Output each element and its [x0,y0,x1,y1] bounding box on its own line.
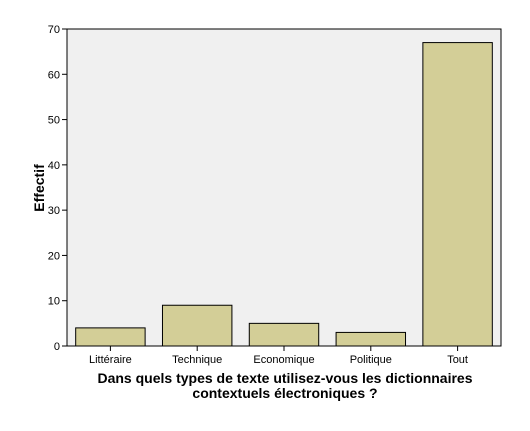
bars-group [75,42,493,347]
y-axis-title: Effectif [31,164,47,212]
x-tick-label: Economique [253,354,314,366]
x-axis: Littéraire Technique Economique Politique To… [89,346,468,366]
y-tick-label: 30 [48,205,60,217]
y-tick-label: 10 [48,296,60,308]
x-axis-title-line-1: Dans quels types de texte utilisez-vous … [97,370,472,386]
y-tick-label: 20 [48,250,60,262]
x-tick-label: Littéraire [89,354,132,366]
x-axis-title-line-2: contextuels électroniques ? [192,385,377,401]
y-tick-label: 50 [48,115,60,127]
y-tick-label: 70 [48,24,60,36]
x-tick-label: Tout [447,354,468,366]
x-tick-label: Technique [172,354,222,366]
x-tick-label: Politique [350,354,392,366]
y-tick-label: 40 [48,160,60,172]
bar [161,304,233,347]
bar [422,42,493,347]
bar [248,322,320,347]
bar [75,327,146,347]
y-tick-label: 0 [54,341,60,353]
bar [335,331,407,347]
y-axis: 0 10 20 30 40 50 60 70 [48,24,67,353]
y-tick-label: 60 [48,69,60,81]
